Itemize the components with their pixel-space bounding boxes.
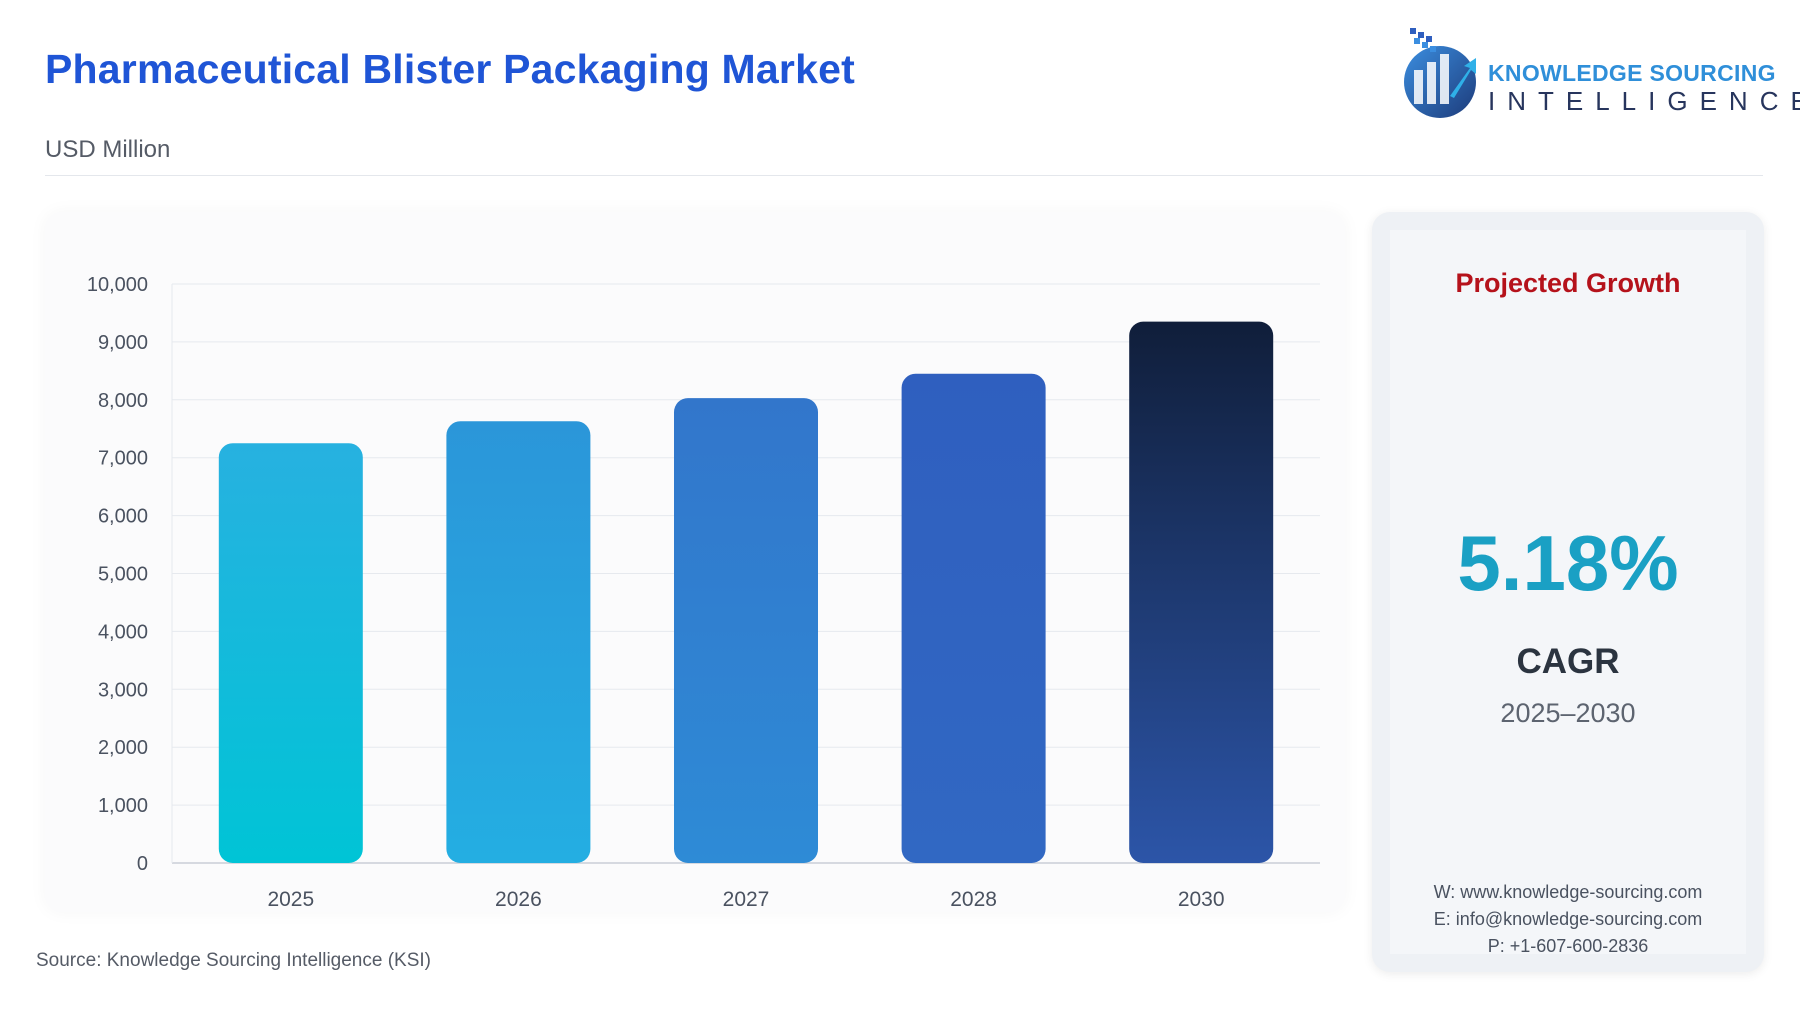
y-tick-label: 1,000 <box>98 795 148 817</box>
y-tick-label: 2,000 <box>98 737 148 759</box>
logo-text-line1: KNOWLEDGE SOURCING <box>1488 60 1776 86</box>
bar-2027 <box>674 398 818 863</box>
projected-growth-panel: Projected Growth 5.18% CAGR 2025–2030 W:… <box>1372 212 1764 972</box>
x-tick-label: 2028 <box>950 888 997 911</box>
bar-2025 <box>218 443 363 863</box>
page-title: Pharmaceutical Blister Packaging Market <box>45 46 855 92</box>
unit-subtitle: USD Million <box>45 136 171 163</box>
bars <box>218 321 1274 863</box>
y-axis-ticks: 0 1,000 2,000 3,000 4,000 5,000 6,000 7,000 8,00… <box>87 274 148 875</box>
projected-growth-card: Projected Growth 5.18% CAGR 2025–2030 W:… <box>1390 230 1746 956</box>
cagr-period: 2025–2030 <box>1500 698 1636 728</box>
bar-2030 <box>1129 321 1274 863</box>
source-note: Source: Knowledge Sourcing Intelligence … <box>36 950 432 971</box>
y-tick-label: 5,000 <box>98 564 148 586</box>
cagr-label: CAGR <box>1516 642 1620 681</box>
company-logo: KNOWLEDGE SOURCING INTELLIGENCE <box>1400 24 1800 120</box>
bar-chart: 0 1,000 2,000 3,000 4,000 5,000 6,000 7,000 8,00… <box>87 274 1320 911</box>
x-tick-label: 2026 <box>495 888 542 911</box>
x-tick-label: 2027 <box>723 888 770 911</box>
x-tick-label: 2030 <box>1178 888 1225 911</box>
y-tick-label: 0 <box>137 853 148 875</box>
x-axis-ticks: 2025 2026 2027 2028 2030 <box>267 888 1224 911</box>
y-tick-label: 8,000 <box>98 390 148 412</box>
bar-2028 <box>901 373 1046 863</box>
website-text: W: www.knowledge-sourcing.com <box>1433 882 1703 902</box>
cagr-value: 5.18% <box>1457 519 1679 607</box>
email-text: E: info@knowledge-sourcing.com <box>1433 909 1703 929</box>
y-tick-label: 6,000 <box>98 506 148 528</box>
bar-2026 <box>446 421 591 863</box>
phone-text: P: +1-607-600-2836 <box>1487 936 1649 956</box>
logo-text-line2: INTELLIGENCE <box>1488 86 1800 116</box>
x-tick-label: 2025 <box>267 888 314 911</box>
y-tick-label: 4,000 <box>98 621 148 643</box>
header-divider <box>45 175 1763 176</box>
y-tick-label: 3,000 <box>98 679 148 701</box>
y-tick-label: 9,000 <box>98 332 148 354</box>
y-tick-label: 10,000 <box>87 274 148 296</box>
projected-growth-heading: Projected Growth <box>1455 268 1681 298</box>
y-tick-label: 7,000 <box>98 448 148 470</box>
bar-growth-logo-icon <box>1404 28 1476 118</box>
